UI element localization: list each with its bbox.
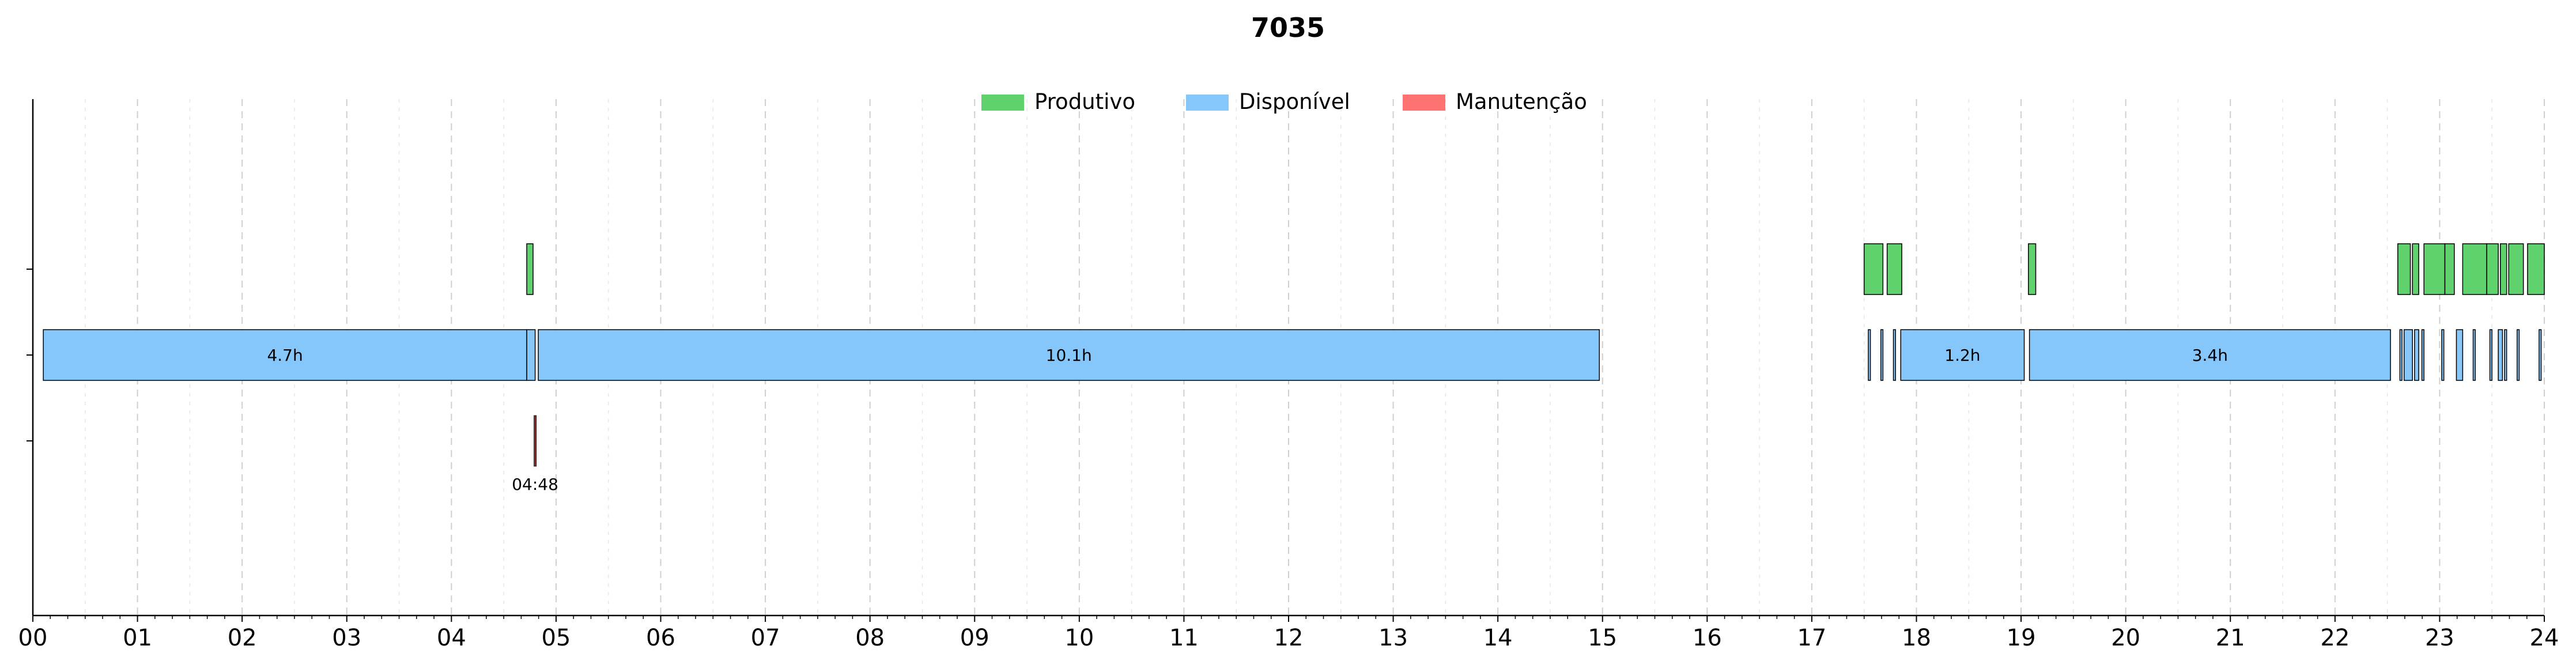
x-tick-label: 10 [1064,625,1094,651]
x-tick-label: 22 [2320,625,2350,651]
x-tick-label: 12 [1274,625,1304,651]
disponivel-bar [2489,329,2492,381]
disponivel-bar [2414,329,2419,381]
x-tick-label: 24 [2530,625,2559,651]
produtivo-bar [1863,243,1884,295]
disponivel-bar [1893,329,1896,381]
produtivo-bar [2462,243,2487,295]
manutencao-bar [534,415,537,467]
produtivo-bar [1886,243,1902,295]
axes: 00 01 02 03 04 05 06 07 08 09 10 11 12 13 14 15 16 17 18 19… [18,99,2559,651]
x-tick-label: 16 [1693,625,1722,651]
disponivel-bar [2456,329,2464,381]
x-tick-label: 00 [18,625,48,651]
produtivo-bar [2527,243,2545,295]
x-tick-label: 05 [541,625,571,651]
x-tick-label: 03 [332,625,361,651]
x-tick-label: 14 [1483,625,1513,651]
x-tick-label: 15 [1588,625,1617,651]
disponivel-bar [43,329,527,381]
produtivo-bar [526,243,534,295]
x-tick-label: 07 [751,625,780,651]
chart-title: 7035 [1251,12,1325,43]
legend-swatch [981,95,1024,111]
x-tick-label: 08 [855,625,885,651]
x-tick-label: 01 [123,625,152,651]
produtivo-bar [2486,243,2499,295]
disponivel-bar-label: 4.7h [267,346,303,365]
disponivel-bar [1900,329,2025,381]
x-tick-label: 21 [2216,625,2245,651]
legend: Produtivo Disponível Manutenção [981,89,1587,114]
legend-swatch [1403,95,1445,111]
disponivel-bar [2403,329,2413,381]
x-tick-label: 06 [646,625,675,651]
disponivel-bar [2472,329,2476,381]
produtivo-bar [2412,243,2419,295]
produtivo-bar [2028,243,2037,295]
disponivel-bar [2029,329,2391,381]
x-tick-label: 19 [2007,625,2036,651]
legend-label: Manutenção [1456,89,1587,114]
legend-label: Disponível [1239,89,1350,114]
disponivel-bar [2498,329,2503,381]
x-tick-label: 17 [1797,625,1826,651]
bars: 4.7h 10.1h 1.2h 3.4h 04:48 [43,243,2545,494]
disponivel-bar [2441,329,2445,381]
produtivo-bar [2423,243,2446,295]
manutencao-event-label: 04:48 [512,475,558,494]
x-tick-label: 02 [228,625,257,651]
produtivo-bar [2397,243,2411,295]
disponivel-bar [2539,329,2542,381]
x-tick-label: 13 [1378,625,1408,651]
disponivel-bar [526,329,536,381]
disponivel-bar-label: 3.4h [2192,346,2228,365]
disponivel-bar [2421,329,2424,381]
disponivel-bar-label: 1.2h [1944,346,1980,365]
x-tick-label: 20 [2111,625,2140,651]
legend-label: Produtivo [1034,89,1135,114]
produtivo-bar [2499,243,2507,295]
x-tick-label: 04 [437,625,466,651]
disponivel-bar-label: 10.1h [1046,346,1092,365]
produtivo-bar [2444,243,2455,295]
legend-swatch [1186,95,1229,111]
disponivel-bar [1880,329,1884,381]
produtivo-bar [2508,243,2524,295]
disponivel-bar [2517,329,2520,381]
disponivel-bar [538,329,1600,381]
disponivel-bar [2399,329,2403,381]
disponivel-bar [2504,329,2507,381]
x-tick-label: 09 [960,625,989,651]
x-tick-label: 18 [1902,625,1931,651]
disponivel-bar [1868,329,1871,381]
x-tick-label: 23 [2425,625,2454,651]
x-tick-label: 11 [1169,625,1199,651]
